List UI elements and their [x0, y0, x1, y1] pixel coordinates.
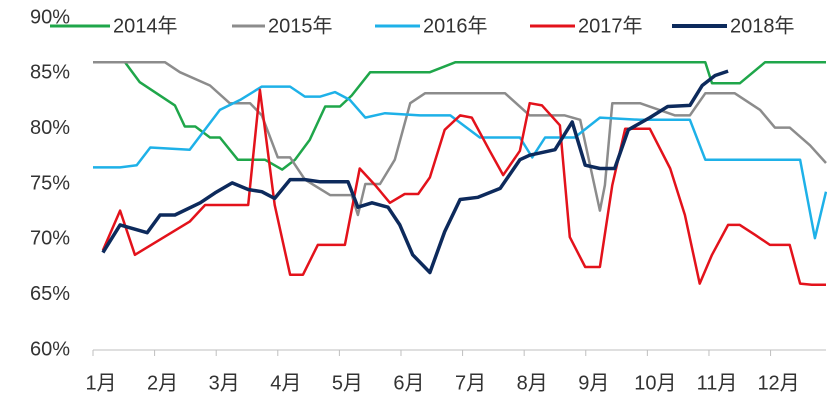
x-tick-label: 10月 [634, 372, 676, 394]
legend-label: 2017年 [578, 14, 643, 37]
series-line [93, 85, 827, 240]
x-tick-label: 2月 [147, 372, 178, 394]
y-tick-label: 80% [30, 117, 70, 139]
y-tick-label: 85% [30, 62, 70, 84]
legend-label: 2018年 [730, 14, 795, 37]
x-tick-label: 8月 [517, 372, 548, 394]
series-line [93, 61, 826, 171]
y-tick-label: 90% [30, 6, 70, 28]
x-tick-label: 5月 [332, 372, 363, 394]
y-tick-label: 75% [30, 172, 70, 194]
x-tick-label: 6月 [393, 372, 424, 394]
y-tick-label: 70% [30, 228, 70, 250]
y-tick-label: 60% [30, 338, 70, 360]
legend-label: 2014年 [113, 14, 178, 37]
legend-label: 2015年 [268, 14, 333, 37]
x-tick-label: 11月 [697, 372, 738, 394]
x-tick-label: 1月 [85, 372, 116, 394]
x-tick-label: 7月 [455, 372, 486, 394]
x-tick-label: 3月 [209, 372, 240, 394]
x-tick-label: 12月 [757, 372, 799, 394]
series-line [93, 61, 827, 217]
series-line [101, 88, 826, 286]
legend-label: 2016年 [423, 14, 488, 37]
x-tick-label: 9月 [578, 372, 609, 394]
y-tick-label: 65% [30, 283, 70, 305]
series-line [101, 69, 729, 275]
x-tick-label: 4月 [270, 372, 301, 394]
